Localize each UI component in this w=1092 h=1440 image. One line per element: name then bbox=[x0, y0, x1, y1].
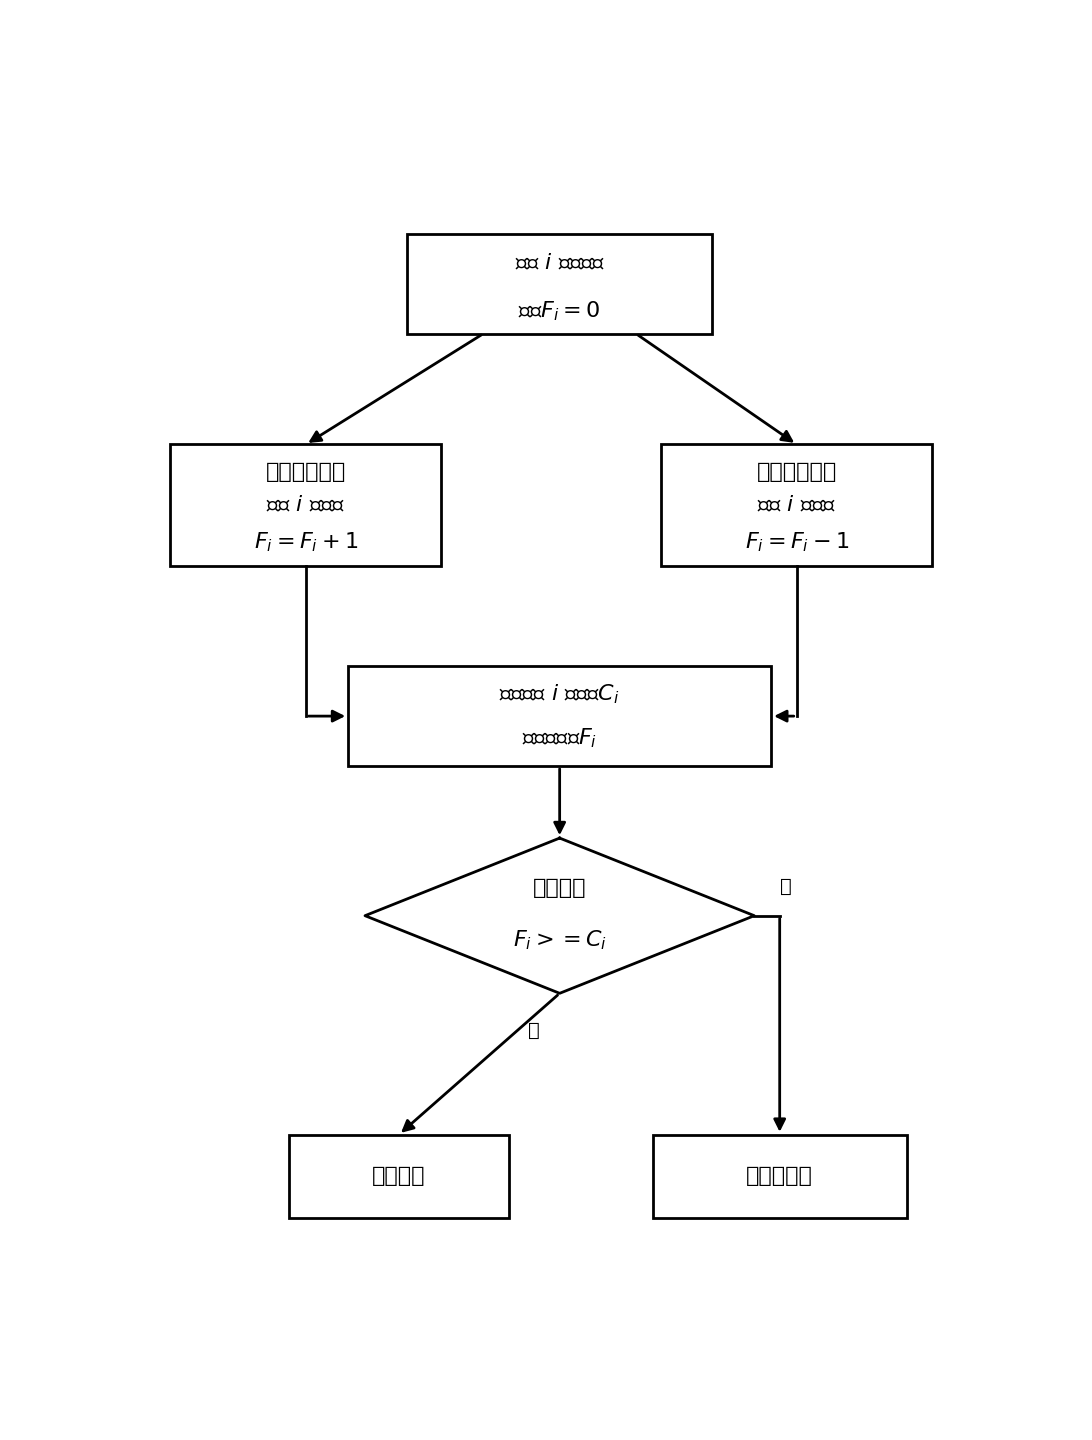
Text: $F_i >= C_i$: $F_i >= C_i$ bbox=[512, 929, 607, 952]
Text: $F_i = F_i-1$: $F_i = F_i-1$ bbox=[745, 530, 848, 554]
Bar bbox=[170, 445, 441, 566]
Text: 与飞行流量$F_i$: 与飞行流量$F_i$ bbox=[522, 727, 597, 750]
Text: 否: 否 bbox=[780, 877, 792, 896]
Text: 比较空域 $i$ 的容量$C_i$: 比较空域 $i$ 的容量$C_i$ bbox=[499, 683, 620, 706]
Bar bbox=[662, 445, 931, 566]
Text: 空域 $i$ 的通报: 空域 $i$ 的通报 bbox=[266, 495, 345, 516]
Text: 空域 $i$ 初始飞行: 空域 $i$ 初始飞行 bbox=[514, 253, 605, 274]
Bar bbox=[288, 1135, 509, 1218]
Text: $F_i = F_i+1$: $F_i = F_i+1$ bbox=[253, 530, 358, 554]
Text: 空域 $i$ 的通报: 空域 $i$ 的通报 bbox=[757, 495, 836, 516]
Polygon shape bbox=[365, 838, 755, 994]
Text: 收到飞机进入: 收到飞机进入 bbox=[265, 462, 346, 482]
Bar bbox=[407, 233, 712, 334]
Text: 流量$F_i = 0$: 流量$F_i = 0$ bbox=[519, 300, 601, 323]
Text: 是否满足: 是否满足 bbox=[533, 878, 586, 899]
Text: 是: 是 bbox=[529, 1021, 541, 1040]
Text: 不产生告警: 不产生告警 bbox=[746, 1166, 814, 1187]
Text: 收到飞机退出: 收到飞机退出 bbox=[757, 462, 836, 482]
Bar bbox=[653, 1135, 906, 1218]
Bar bbox=[348, 667, 771, 766]
Text: 产生告警: 产生告警 bbox=[372, 1166, 426, 1187]
